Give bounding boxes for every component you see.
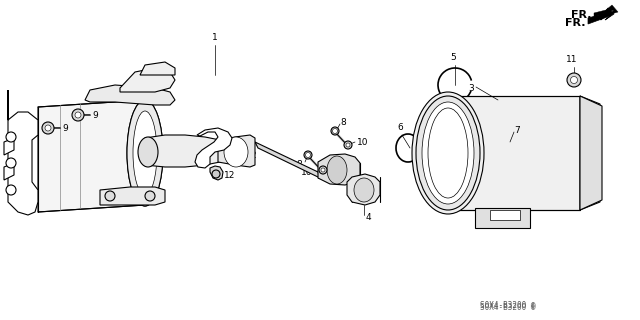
Text: 9: 9 [62,124,68,132]
Text: 3: 3 [468,84,474,92]
Ellipse shape [133,111,157,195]
Text: 2: 2 [250,150,255,159]
Ellipse shape [304,151,312,159]
Polygon shape [140,62,175,75]
Ellipse shape [133,111,157,195]
Polygon shape [195,128,232,168]
Text: FR.: FR. [564,18,585,28]
Text: 10: 10 [357,138,369,147]
Text: 7: 7 [514,125,520,134]
Ellipse shape [567,73,581,87]
Ellipse shape [305,153,310,157]
Text: FR.: FR. [572,10,592,20]
Ellipse shape [428,108,468,198]
Polygon shape [100,187,165,205]
Ellipse shape [6,158,16,168]
Ellipse shape [6,185,16,195]
Ellipse shape [327,156,347,184]
Ellipse shape [319,166,327,174]
Polygon shape [580,96,600,210]
Polygon shape [85,85,175,105]
Ellipse shape [422,102,474,204]
Text: —: — [82,110,91,119]
Ellipse shape [138,137,158,167]
Ellipse shape [75,112,81,118]
Text: S0X4-B3200 ©: S0X4-B3200 © [480,301,536,310]
Polygon shape [4,163,14,180]
Polygon shape [580,96,602,210]
Polygon shape [475,208,530,228]
Polygon shape [588,8,614,24]
Text: 8: 8 [296,159,302,169]
Polygon shape [255,142,320,178]
Text: —: — [52,124,61,132]
Ellipse shape [344,141,352,149]
Ellipse shape [72,109,84,121]
Text: 12: 12 [224,171,236,180]
Polygon shape [145,135,228,167]
Ellipse shape [346,143,350,147]
Ellipse shape [333,129,337,133]
Text: 8: 8 [340,117,346,126]
Polygon shape [448,96,580,210]
Ellipse shape [145,191,155,201]
Ellipse shape [105,191,115,201]
Ellipse shape [127,100,163,206]
Polygon shape [210,166,223,180]
Polygon shape [8,90,38,215]
Ellipse shape [224,137,248,167]
Ellipse shape [212,170,220,178]
Text: 11: 11 [566,55,578,64]
Ellipse shape [354,178,374,202]
Ellipse shape [321,168,325,172]
Polygon shape [318,154,360,185]
Text: 10: 10 [301,167,312,177]
Ellipse shape [331,127,339,135]
Polygon shape [38,100,145,212]
Ellipse shape [416,96,480,210]
Ellipse shape [45,125,51,131]
Text: 1: 1 [212,33,218,42]
Ellipse shape [6,132,16,142]
Polygon shape [347,174,380,205]
Ellipse shape [570,76,577,84]
Polygon shape [4,138,14,155]
Polygon shape [218,135,255,167]
Polygon shape [490,210,520,220]
Ellipse shape [42,122,54,134]
Polygon shape [120,68,175,92]
Text: 5: 5 [450,53,456,62]
Text: 6: 6 [397,123,403,132]
Ellipse shape [127,100,163,206]
Text: S0X4-B3200 ©: S0X4-B3200 © [480,302,536,311]
Ellipse shape [412,92,484,214]
Polygon shape [594,5,618,17]
Text: 4: 4 [366,212,372,221]
Text: 9: 9 [92,110,98,119]
